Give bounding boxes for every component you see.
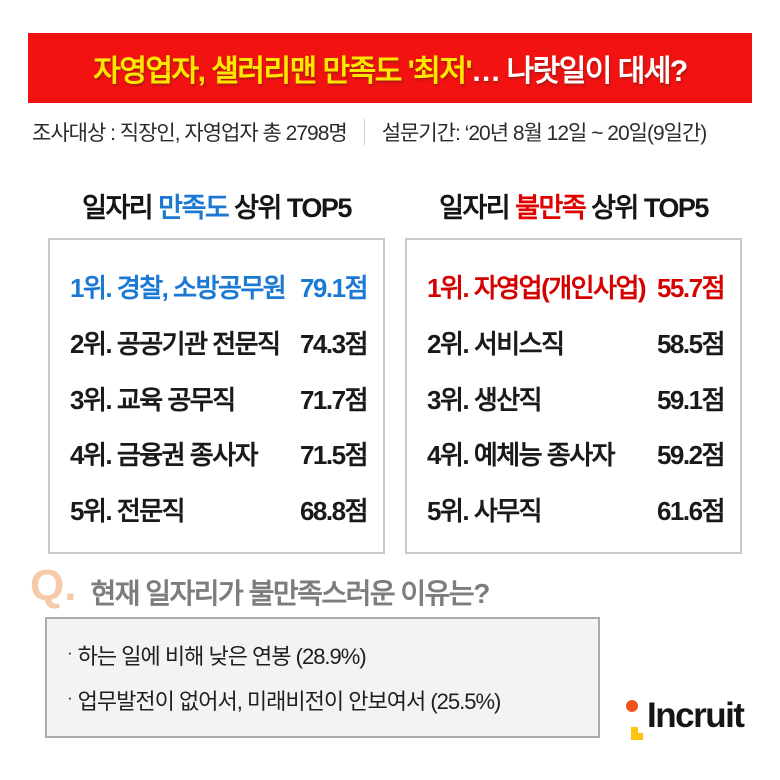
dissatisfaction-title: 일자리 불만족 상위 TOP5 [405, 190, 742, 226]
row-label: 2위. 공공기관 전문직 [70, 328, 281, 359]
reasons-box: · 하는 일에 비해 낮은 연봉 (28.9%) · 업무발전이 없어서, 미래비전… [45, 617, 600, 738]
row-score: 71.7점 [299, 384, 369, 415]
row-score: 71.5점 [299, 440, 369, 471]
table-row: 3위. 생산직 59.1점 [427, 380, 726, 417]
reason-item: · 하는 일에 비해 낮은 연봉 (28.9%) [67, 639, 578, 671]
row-label: 4위. 금융권 종사자 [70, 440, 259, 471]
satisfaction-title-prefix: 일자리 [82, 193, 159, 223]
dissatisfaction-table: 1위. 자영업(개인사업) 55.7점 2위. 서비스직 58.5점 3위. 생… [405, 238, 742, 554]
row-score: 59.1점 [656, 384, 726, 415]
satisfaction-column: 일자리 만족도 상위 TOP5 1위. 경찰, 소방공무원 79.1점 2위. … [48, 190, 385, 554]
dissatisfaction-title-keyword: 불만족 [515, 193, 587, 223]
dissatisfaction-title-prefix: 일자리 [439, 193, 516, 223]
row-score: 55.7점 [656, 273, 726, 303]
headline-highlight: 자영업자, 샐러리맨 만족도 '최저' [93, 55, 472, 88]
table-row: 5위. 사무직 61.6점 [427, 491, 726, 528]
logo-l-icon [631, 727, 643, 740]
logo-text: Incruit [647, 696, 745, 735]
row-label: 1위. 자영업(개인사업) [427, 273, 647, 303]
question-text: 현재 일자리가 불만족스러운 이유는? [90, 578, 490, 609]
reason-item: · 업무발전이 없어서, 미래비전이 안보여서 (25.5%) [67, 684, 578, 716]
survey-divider [363, 119, 365, 145]
row-label: 3위. 생산직 [427, 384, 543, 415]
satisfaction-title: 일자리 만족도 상위 TOP5 [48, 190, 385, 226]
dissatisfaction-column: 일자리 불만족 상위 TOP5 1위. 자영업(개인사업) 55.7점 2위. … [405, 190, 742, 554]
satisfaction-table: 1위. 경찰, 소방공무원 79.1점 2위. 공공기관 전문직 74.3점 3… [48, 238, 385, 554]
row-score: 79.1점 [299, 273, 369, 303]
row-score: 58.5점 [656, 328, 726, 359]
row-label: 5위. 사무직 [427, 496, 543, 526]
table-row: 2위. 서비스직 58.5점 [427, 324, 726, 361]
table-row: 2위. 공공기관 전문직 74.3점 [70, 324, 369, 361]
satisfaction-title-keyword: 만족도 [158, 193, 230, 223]
row-score: 68.8점 [299, 496, 369, 526]
headline-banner: 자영업자, 샐러리맨 만족도 '최저'… 나랏일이 대세? [28, 33, 752, 103]
row-score: 59.2점 [656, 440, 726, 471]
bullet: · [67, 687, 73, 707]
row-label: 3위. 교육 공무직 [70, 384, 236, 415]
table-row: 5위. 전문직 68.8점 [70, 491, 369, 528]
bullet: · [67, 643, 73, 663]
reason-text: 업무발전이 없어서, 미래비전이 안보여서 (25.5%) [77, 688, 502, 714]
table-row: 1위. 경찰, 소방공무원 79.1점 [70, 268, 369, 305]
row-label: 2위. 서비스직 [427, 328, 565, 359]
question-mark: Q. [30, 561, 77, 610]
question-section: Q. 현재 일자리가 불만족스러운 이유는? [30, 561, 490, 612]
headline-rest: … 나랏일이 대세? [471, 55, 688, 88]
satisfaction-title-suffix: 상위 TOP5 [228, 193, 352, 223]
incruit-logo: Incruit [626, 696, 766, 752]
table-row: 4위. 금융권 종사자 71.5점 [70, 435, 369, 472]
row-label: 5위. 전문직 [70, 496, 186, 526]
table-row: 1위. 자영업(개인사업) 55.7점 [427, 268, 726, 305]
row-label: 1위. 경찰, 소방공무원 [70, 273, 287, 303]
table-row: 4위. 예체능 종사자 59.2점 [427, 435, 726, 472]
table-row: 3위. 교육 공무직 71.7점 [70, 380, 369, 417]
survey-target: 조사대상 : 직장인, 자영업자 총 2798명 [32, 122, 348, 145]
row-score: 74.3점 [299, 328, 369, 359]
dissatisfaction-title-suffix: 상위 TOP5 [585, 193, 709, 223]
logo-ring-icon [626, 700, 638, 712]
survey-period: 설문기간: ‘20년 8월 12일 ~ 20일(9일간) [381, 122, 708, 145]
reason-text: 하는 일에 비해 낮은 연봉 (28.9%) [77, 644, 367, 670]
survey-info: 조사대상 : 직장인, 자영업자 총 2798명 설문기간: ‘20년 8월 1… [32, 115, 752, 149]
row-score: 61.6점 [656, 496, 726, 526]
row-label: 4위. 예체능 종사자 [427, 440, 616, 471]
